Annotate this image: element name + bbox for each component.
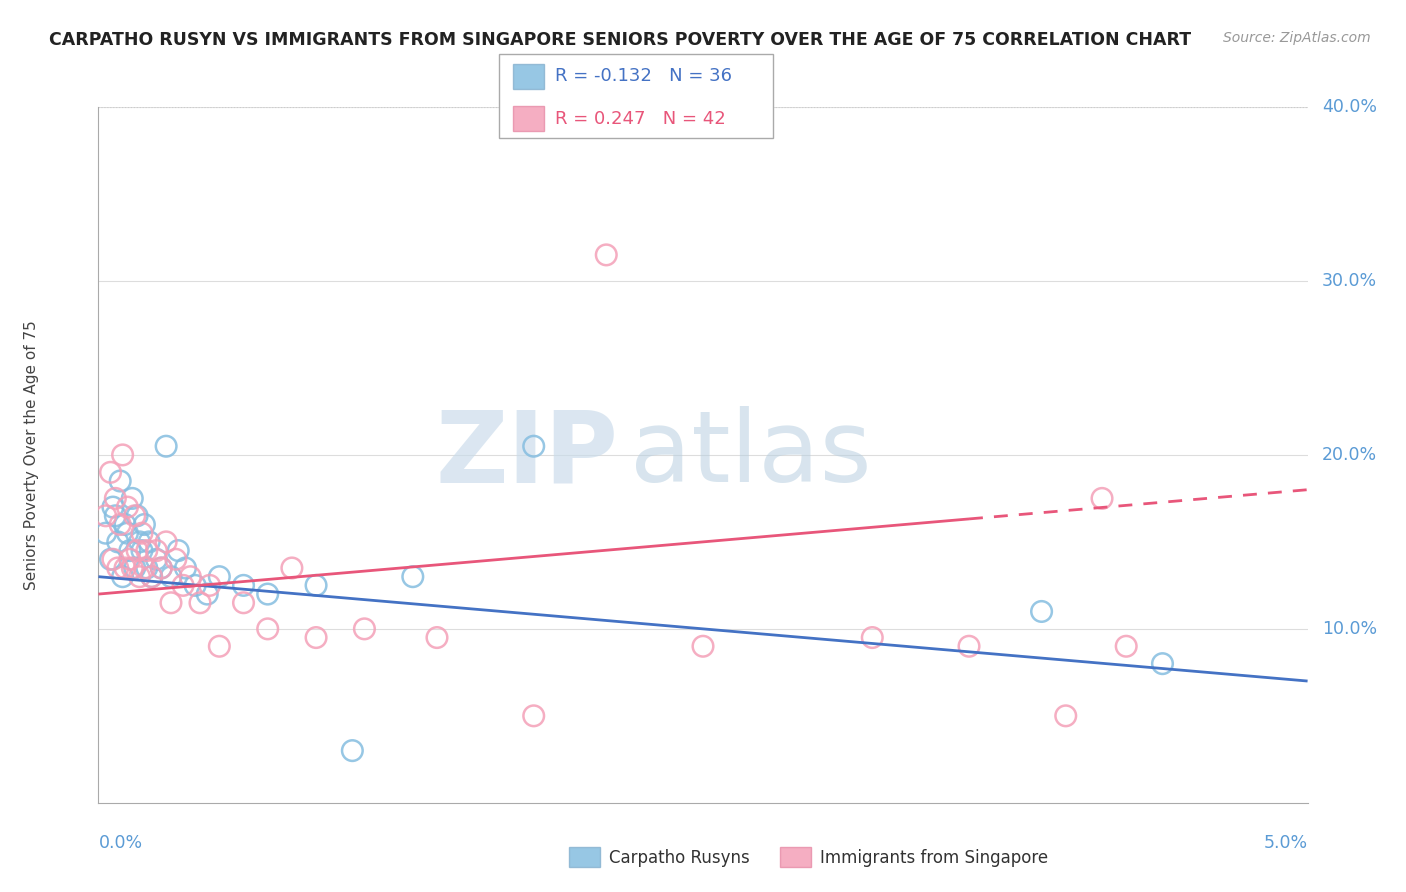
Point (134, 517, 156, 532)
Point (155, 534, 177, 549)
Point (141, 570, 163, 584)
Text: 40.0%: 40.0% (1322, 98, 1376, 116)
Point (232, 578, 254, 592)
Point (127, 508, 149, 523)
Point (1091, 491, 1114, 506)
Point (179, 570, 201, 584)
Point (118, 552, 141, 566)
Point (165, 552, 187, 566)
Text: Source: ZipAtlas.com: Source: ZipAtlas.com (1223, 31, 1371, 45)
Point (1115, 639, 1137, 653)
Text: Immigrants from Singapore: Immigrants from Singapore (820, 849, 1047, 867)
Point (1054, 708, 1077, 723)
Text: ZIP: ZIP (436, 407, 619, 503)
Point (117, 526, 139, 541)
Point (141, 570, 163, 584)
Point (104, 508, 127, 523)
Point (1031, 605, 1053, 619)
Point (134, 561, 156, 575)
Point (208, 570, 231, 584)
Point (100, 466, 122, 480)
Point (195, 587, 218, 601)
Point (121, 491, 143, 506)
Point (114, 561, 136, 575)
Point (150, 561, 173, 575)
Point (121, 561, 143, 575)
Point (101, 500, 124, 514)
Point (94, 526, 117, 541)
Point (1152, 657, 1174, 671)
Point (256, 622, 278, 636)
Text: 5.0%: 5.0% (1264, 834, 1308, 852)
Point (281, 561, 304, 575)
Point (127, 543, 149, 558)
Point (107, 534, 129, 549)
Point (111, 570, 134, 584)
Point (128, 570, 150, 584)
Text: Carpatho Rusyns: Carpatho Rusyns (609, 849, 749, 867)
Point (114, 517, 136, 532)
Text: 20.0%: 20.0% (1322, 446, 1378, 464)
Point (256, 587, 278, 601)
Point (523, 708, 546, 723)
Point (353, 622, 375, 636)
Point (128, 534, 150, 549)
Point (118, 543, 141, 558)
Point (145, 543, 167, 558)
Point (107, 561, 129, 575)
Point (145, 552, 167, 566)
Point (124, 561, 146, 575)
Text: atlas: atlas (630, 407, 872, 503)
Point (101, 552, 124, 566)
Point (198, 578, 221, 592)
Point (131, 543, 153, 558)
Point (188, 596, 211, 610)
Point (595, 248, 617, 262)
Point (208, 639, 231, 653)
Point (138, 534, 160, 549)
Point (155, 439, 177, 453)
Text: R = -0.132   N = 36: R = -0.132 N = 36 (555, 67, 733, 86)
Point (100, 552, 122, 566)
Point (692, 639, 714, 653)
Point (111, 448, 134, 462)
Point (426, 631, 449, 645)
Point (94, 508, 117, 523)
Text: 10.0%: 10.0% (1322, 620, 1378, 638)
Text: R = 0.247   N = 42: R = 0.247 N = 42 (555, 110, 725, 128)
Point (108, 517, 131, 532)
Point (523, 439, 546, 453)
Text: CARPATHO RUSYN VS IMMIGRANTS FROM SINGAPORE SENIORS POVERTY OVER THE AGE OF 75 C: CARPATHO RUSYN VS IMMIGRANTS FROM SINGAP… (49, 31, 1191, 49)
Text: 0.0%: 0.0% (98, 834, 142, 852)
Point (860, 631, 883, 645)
Text: Seniors Poverty Over the Age of 75: Seniors Poverty Over the Age of 75 (24, 320, 39, 590)
Point (131, 526, 153, 541)
Point (342, 744, 364, 758)
Point (232, 596, 254, 610)
Point (172, 578, 194, 592)
Point (150, 561, 173, 575)
Point (160, 596, 183, 610)
Point (305, 631, 328, 645)
Point (104, 491, 127, 506)
Text: 30.0%: 30.0% (1322, 272, 1378, 290)
Point (305, 578, 328, 592)
Point (957, 639, 980, 653)
Point (108, 474, 131, 488)
Point (135, 543, 157, 558)
Point (160, 570, 183, 584)
Point (174, 561, 197, 575)
Point (124, 508, 146, 523)
Point (135, 561, 157, 575)
Point (184, 578, 207, 592)
Point (167, 543, 190, 558)
Point (117, 500, 139, 514)
Point (402, 570, 425, 584)
